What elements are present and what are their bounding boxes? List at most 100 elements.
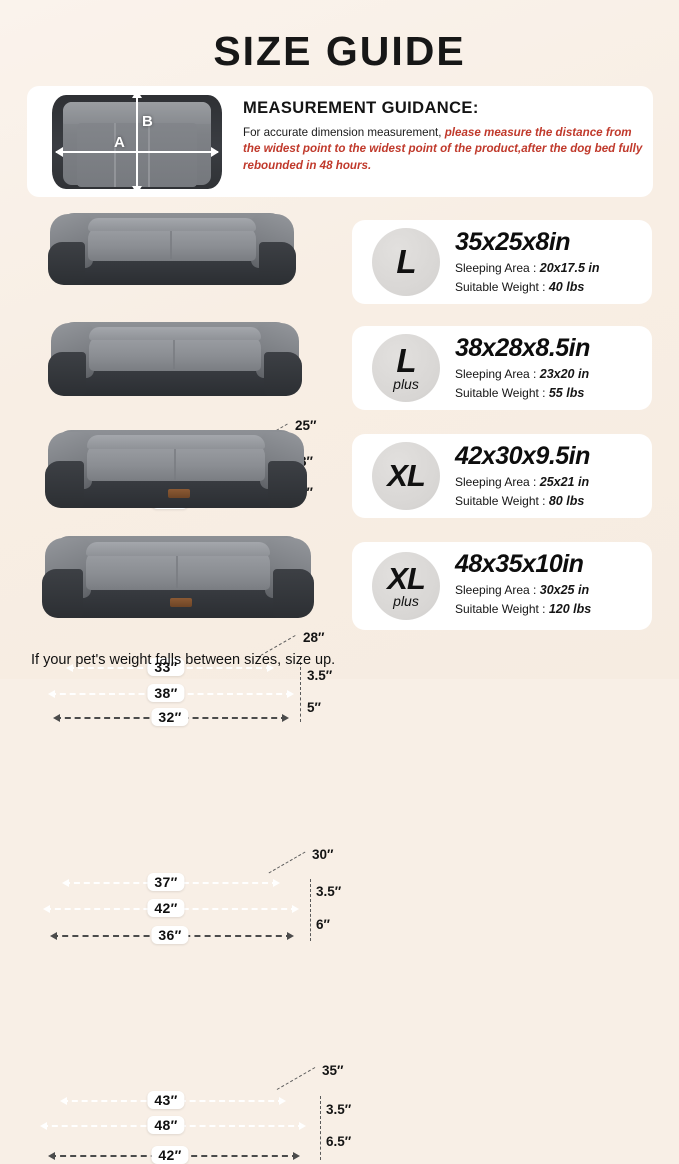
size-dimensions: 35x25x8in (455, 228, 571, 256)
size-card-details: 35x25x8in Sleeping Area : 20x17.5 in Sui… (455, 229, 642, 298)
inner-width-label: 33″ (147, 658, 185, 676)
cushion-height-label: 3.5″ (316, 884, 342, 899)
cushion-height-label: 3.5″ (307, 668, 333, 683)
cushion-height-leader (310, 879, 311, 907)
sleeping-area-value: 25x21 in (539, 475, 590, 489)
outer-width-label: 38″ (147, 684, 185, 702)
guidance-emphasis-text: please measure the distance from the wid… (243, 126, 643, 172)
depth-label: 30″ (312, 847, 334, 862)
depth-label: 35″ (322, 1063, 344, 1078)
suitable-weight-label: Suitable Weight : (455, 494, 546, 509)
bed-illustration (48, 322, 302, 396)
base-height-label: 5″ (307, 700, 321, 715)
top-down-bed-diagram: A B (52, 90, 222, 194)
suitable-weight-row: Suitable Weight : 40 lbs (455, 278, 642, 297)
cushion-height-leader (320, 1096, 321, 1124)
depth-leader-line (276, 1067, 316, 1090)
dimension-label-b: B (142, 113, 153, 130)
size-badge: L plus (372, 334, 440, 402)
size-badge: XL plus (372, 552, 440, 620)
bed-cushion-top (85, 541, 271, 557)
bed-cushion-top (87, 218, 257, 231)
depth-arrow-b (132, 90, 142, 194)
bed-illustration (48, 213, 296, 285)
base-height-label: 6.5″ (326, 1134, 352, 1149)
inner-width-label: 37″ (147, 873, 185, 891)
suitable-weight-row: Suitable Weight : 120 lbs (455, 600, 642, 619)
suitable-weight-row: Suitable Weight : 55 lbs (455, 384, 642, 403)
sleeping-area-label: Sleeping Area : (455, 475, 537, 489)
size-card-xl-plus[interactable]: XL plus 48x35x10in Sleeping Area : 30x25… (352, 542, 652, 630)
guidance-text-block: MEASUREMENT GUIDANCE: For accurate dimen… (243, 99, 643, 174)
bed-right-base-corner (267, 461, 307, 508)
bed-left-base-corner (45, 461, 85, 508)
guidance-heading: MEASUREMENT GUIDANCE: (243, 99, 479, 117)
size-card-xl[interactable]: XL 42x30x9.5in Sleeping Area : 25x21 in … (352, 434, 652, 518)
depth-label: 28″ (303, 630, 325, 645)
suitable-weight-value: 40 lbs (548, 280, 585, 295)
suitable-weight-value: 120 lbs (548, 602, 592, 617)
bed-right-base-corner (258, 241, 296, 285)
bottom-width-label: 36″ (151, 926, 189, 944)
brand-tag (169, 598, 192, 608)
size-card-details: 48x35x10in Sleeping Area : 30x25 in Suit… (455, 551, 642, 620)
sleeping-area-row: Sleeping Area : 25x21 in (455, 473, 642, 492)
size-dimensions: 38x28x8.5in (455, 334, 590, 362)
bed-cushion-top (88, 327, 262, 341)
brand-tag (168, 488, 191, 498)
size-badge-main: XL (387, 458, 426, 494)
size-badge-main: L (396, 342, 416, 380)
sleeping-area-label: Sleeping Area : (455, 583, 537, 597)
bed-illustration (45, 430, 307, 508)
size-card-details: 42x30x9.5in Sleeping Area : 25x21 in Sui… (455, 443, 642, 512)
bed-left-base-corner (42, 568, 83, 618)
suitable-weight-label: Suitable Weight : (455, 602, 546, 617)
size-badge-main: L (396, 243, 416, 281)
outer-width-label: 48″ (147, 1116, 185, 1134)
outer-width-label: 42″ (147, 899, 185, 917)
size-card-l-plus[interactable]: L plus 38x28x8.5in Sleeping Area : 23x20… (352, 326, 652, 410)
size-dimensions: 48x35x10in (455, 550, 584, 578)
cushion-seam (148, 123, 150, 187)
cushion-height-label: 3.5″ (326, 1102, 352, 1117)
cushion-seam (114, 123, 116, 187)
page-title: SIZE GUIDE (213, 28, 466, 74)
base-height-leader (300, 692, 301, 722)
suitable-weight-label: Suitable Weight : (455, 280, 546, 295)
suitable-weight-value: 80 lbs (548, 494, 585, 509)
base-height-label: 6″ (316, 917, 330, 932)
size-card-l[interactable]: L 35x25x8in Sleeping Area : 20x17.5 in S… (352, 220, 652, 304)
size-card-details: 38x28x8.5in Sleeping Area : 23x20 in Sui… (455, 335, 642, 404)
dimension-label-a: A (114, 134, 125, 151)
bed-illustration (42, 536, 314, 618)
sleeping-area-label: Sleeping Area : (455, 367, 537, 381)
bottom-width-label: 42″ (151, 1146, 189, 1164)
base-height-leader (320, 1126, 321, 1160)
size-badge-sub: plus (393, 592, 419, 609)
size-badge-main: XL (387, 561, 426, 597)
inner-width-label: 43″ (147, 1091, 185, 1109)
bed-right-base-corner (263, 351, 302, 396)
suitable-weight-label: Suitable Weight : (455, 386, 546, 401)
guidance-plain-text: For accurate dimension measurement, (243, 126, 442, 139)
bed-left-base-corner (48, 351, 87, 396)
bed-cushion-top (86, 435, 266, 450)
sleeping-area-row: Sleeping Area : 20x17.5 in (455, 259, 642, 278)
size-badge-sub: plus (393, 375, 419, 392)
suitable-weight-row: Suitable Weight : 80 lbs (455, 492, 642, 511)
cushion-height-leader (300, 662, 301, 690)
bed-right-base-corner (273, 568, 314, 618)
sleeping-area-row: Sleeping Area : 30x25 in (455, 581, 642, 600)
depth-leader-line (268, 851, 306, 874)
size-badge: L (372, 228, 440, 296)
sleeping-area-row: Sleeping Area : 23x20 in (455, 365, 642, 384)
bottom-width-label: 32″ (151, 708, 189, 726)
sleeping-area-value: 23x20 in (539, 367, 590, 381)
footer-note: If your pet's weight falls between sizes… (31, 652, 336, 668)
sleeping-area-label: Sleeping Area : (455, 261, 537, 275)
base-height-leader (310, 909, 311, 941)
sleeping-area-value: 30x25 in (539, 583, 590, 597)
depth-label: 25″ (295, 418, 317, 433)
size-badge: XL (372, 442, 440, 510)
